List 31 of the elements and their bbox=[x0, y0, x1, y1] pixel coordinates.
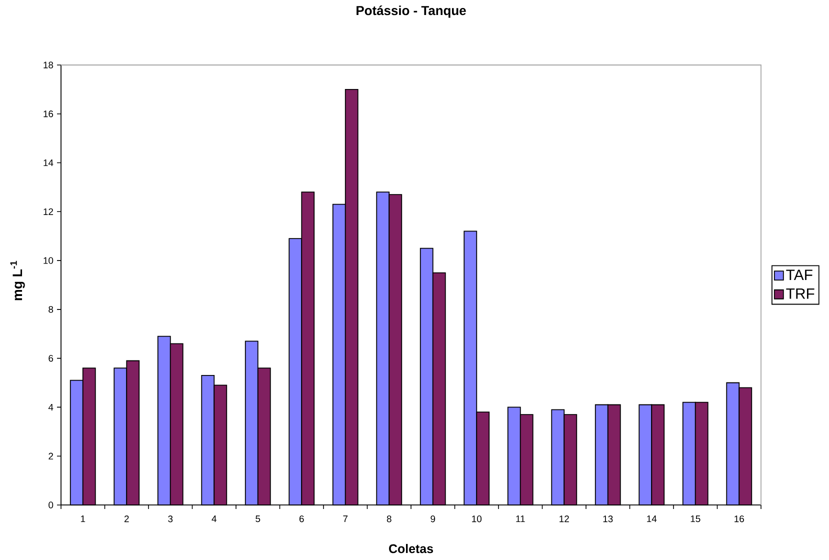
y-tick-label: 12 bbox=[44, 208, 54, 215]
y-axis-title: mg L$^{-1}$ bbox=[10, 260, 25, 300]
y-tick-label: 8 bbox=[48, 306, 54, 313]
chart-title: Potássio - Tanque bbox=[356, 6, 466, 18]
x-tick-label: 9 bbox=[430, 516, 436, 522]
y-tick-label: 18 bbox=[44, 62, 54, 68]
y-tick-label: 4 bbox=[48, 404, 54, 410]
y-tick-label: 0 bbox=[48, 502, 54, 508]
y-tick-label: 6 bbox=[48, 354, 54, 362]
x-tick-label: 4 bbox=[212, 516, 216, 522]
x-tick-label: 7 bbox=[343, 516, 348, 522]
x-tick-label: 15 bbox=[690, 516, 700, 522]
x-tick-label: 14 bbox=[647, 516, 657, 522]
x-tick-label: 12 bbox=[560, 516, 569, 522]
legend-label: TRF bbox=[786, 288, 814, 299]
x-tick-label: 11 bbox=[516, 516, 525, 522]
x-tick-label: 6 bbox=[299, 516, 304, 522]
x-axis-title: Coletas bbox=[389, 544, 433, 554]
y-tick-label: 14 bbox=[44, 160, 54, 166]
x-tick-label: 10 bbox=[472, 516, 482, 522]
x-tick-label: 13 bbox=[603, 516, 613, 522]
legend-label: TAF bbox=[786, 270, 812, 280]
y-tick-label: 16 bbox=[44, 110, 54, 118]
x-tick-label: 8 bbox=[386, 516, 392, 522]
y-tick-label: 10 bbox=[44, 257, 54, 264]
y-tick-label: 2 bbox=[48, 452, 54, 460]
x-tick-label: 3 bbox=[168, 516, 173, 522]
x-tick-label: 1 bbox=[80, 516, 86, 522]
x-tick-label: 5 bbox=[256, 516, 260, 522]
x-tick-label: 2 bbox=[124, 516, 129, 522]
x-tick-label: 16 bbox=[734, 516, 744, 522]
